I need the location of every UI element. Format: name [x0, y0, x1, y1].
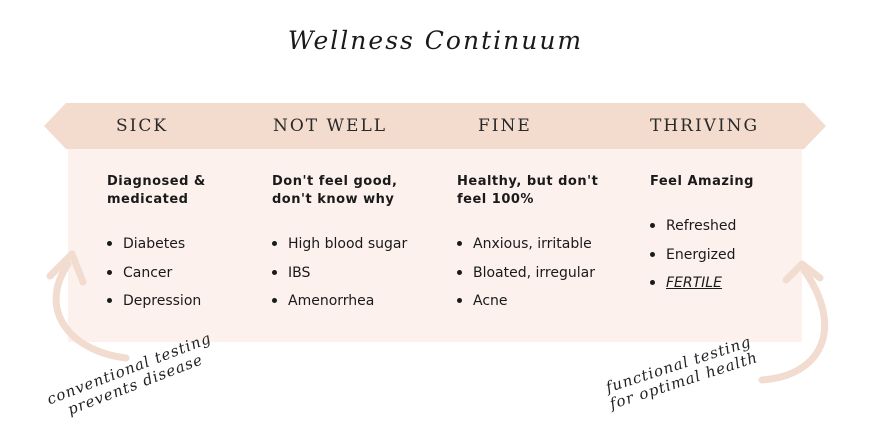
- right-annotation: functional testing for optimal health: [603, 332, 761, 413]
- bullet-icon: [107, 241, 112, 246]
- list-item-label: Cancer: [123, 264, 173, 281]
- bullet-icon: [650, 223, 655, 228]
- list-item-label: Acne: [473, 293, 508, 309]
- stage-heading: Feel Amazing: [650, 173, 820, 191]
- stage-heading-line: Feel Amazing: [650, 174, 754, 189]
- list-item-label: FERTILE: [666, 275, 722, 291]
- list-item-label: Anxious, irritable: [473, 236, 592, 252]
- stage-column-fine: Healthy, but don't feel 100% Anxious, ir…: [457, 173, 627, 320]
- stage-label-fine: FINE: [478, 116, 532, 136]
- list-item-label: Amenorrhea: [288, 293, 375, 309]
- list-item: FERTILE: [650, 273, 820, 302]
- list-item: Depression: [107, 291, 277, 320]
- continuum-bar-shape: [44, 103, 826, 149]
- list-item-label: IBS: [288, 264, 311, 281]
- list-item-label: Bloated, irregular: [473, 264, 595, 281]
- stage-heading-line: Healthy, but don't: [457, 174, 599, 189]
- stage-label-thriving: THRIVING: [650, 116, 760, 136]
- left-curved-arrow-icon: [46, 250, 130, 362]
- stage-column-sick: Diagnosed & medicated Diabetes Cancer De…: [107, 173, 277, 320]
- bullet-icon: [650, 251, 655, 257]
- stages-panel: [68, 149, 802, 342]
- list-item: Anxious, irritable: [457, 234, 627, 263]
- list-item: Amenorrhea: [272, 291, 442, 320]
- bullet-icon: [650, 280, 655, 285]
- list-item-label: Diabetes: [123, 236, 186, 252]
- stage-heading: Healthy, but don't feel 100%: [457, 173, 627, 209]
- benefit-list: Refreshed Energized FERTILE: [650, 216, 820, 302]
- stage-column-not-well: Don't feel good, don't know why High blo…: [272, 173, 442, 320]
- bullet-icon: [272, 241, 277, 246]
- diagram-title: Wellness Continuum: [287, 26, 584, 55]
- stage-heading-line: feel 100%: [457, 192, 534, 207]
- bullet-icon: [107, 269, 112, 275]
- list-item: Refreshed: [650, 216, 820, 245]
- list-item: High blood sugar: [272, 234, 442, 263]
- symptom-list: Anxious, irritable Bloated, irregular Ac…: [457, 234, 627, 320]
- list-item: Acne: [457, 291, 627, 320]
- stage-heading-line: medicated: [107, 192, 189, 207]
- stage-label-not-well: NOT WELL: [273, 116, 388, 136]
- list-item-label: Energized: [666, 246, 736, 263]
- right-curved-arrow-icon: [758, 260, 829, 384]
- symptom-list: Diabetes Cancer Depression: [107, 234, 277, 320]
- stage-label-sick: SICK: [116, 116, 169, 136]
- stage-heading-line: Diagnosed &: [107, 174, 206, 189]
- bullet-icon: [457, 269, 462, 275]
- list-item: IBS: [272, 263, 442, 292]
- symptom-list: High blood sugar IBS Amenorrhea: [272, 234, 442, 320]
- list-item-label: Refreshed: [666, 218, 737, 234]
- list-item: Bloated, irregular: [457, 263, 627, 292]
- list-item: Energized: [650, 245, 820, 274]
- stage-heading: Don't feel good, don't know why: [272, 173, 442, 209]
- bullet-icon: [107, 298, 112, 303]
- continuum-bar: [44, 103, 826, 149]
- stage-heading-line: don't know why: [272, 192, 395, 207]
- list-item-label: Depression: [123, 293, 202, 309]
- stage-heading-line: Don't feel good,: [272, 174, 398, 189]
- list-item: Diabetes: [107, 234, 277, 263]
- stage-column-thriving: Feel Amazing Refreshed Energized FERTILE: [650, 173, 820, 302]
- list-item-label: High blood sugar: [288, 236, 408, 252]
- bullet-icon: [272, 269, 277, 275]
- bullet-icon: [272, 298, 277, 303]
- bullet-icon: [457, 241, 462, 246]
- bullet-icon: [457, 298, 462, 303]
- list-item: Cancer: [107, 263, 277, 292]
- stage-heading: Diagnosed & medicated: [107, 173, 277, 209]
